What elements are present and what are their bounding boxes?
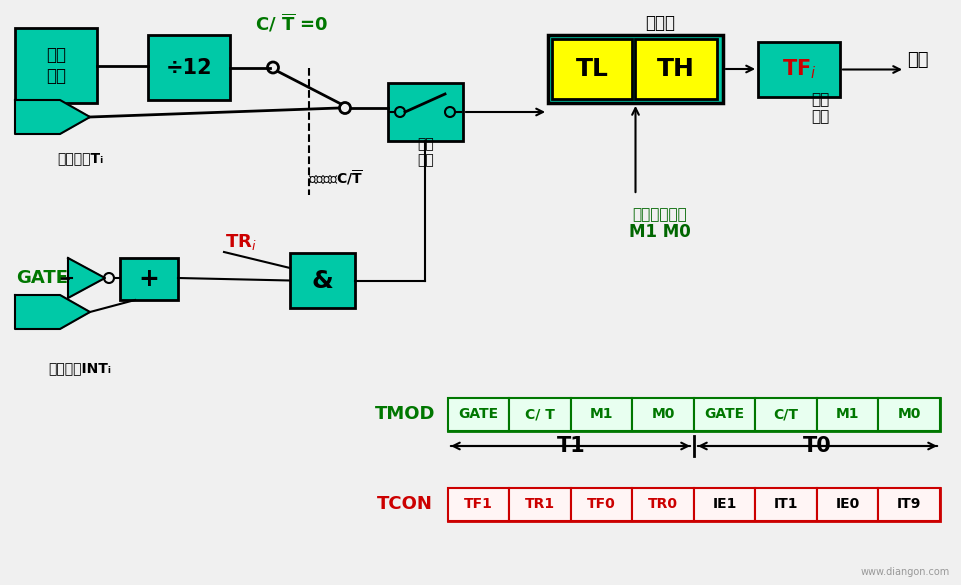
Bar [120, 258, 178, 300]
Bar [148, 35, 230, 100]
Text: 工作方式选择: 工作方式选择 [632, 208, 687, 222]
Bar [754, 488, 816, 521]
Bar [448, 398, 509, 431]
Text: T0: T0 [801, 436, 830, 456]
Polygon shape [15, 295, 90, 329]
Text: &: & [311, 269, 333, 292]
Text: TMOD: TMOD [375, 405, 434, 424]
Text: TR1: TR1 [525, 497, 554, 511]
Bar [693, 488, 754, 521]
Text: GATE: GATE [16, 269, 68, 287]
Text: M1 M0: M1 M0 [628, 223, 690, 241]
Bar [693, 398, 754, 431]
Bar [552, 39, 631, 99]
Bar [631, 398, 693, 431]
Bar [754, 398, 816, 431]
Text: IT9: IT9 [896, 497, 921, 511]
Text: 外部引脚Tᵢ: 外部引脚Tᵢ [57, 151, 103, 165]
Text: 计数器: 计数器 [644, 14, 675, 32]
Text: TF1: TF1 [464, 497, 493, 511]
Bar [571, 398, 631, 431]
Text: 中断: 中断 [906, 50, 927, 68]
Bar [816, 398, 877, 431]
Text: 模式控制C/$\mathregular{\overline{T}}$: 模式控制C/$\mathregular{\overline{T}}$ [308, 169, 362, 187]
Bar [509, 398, 571, 431]
Bar [877, 488, 939, 521]
Text: TR$_i$: TR$_i$ [225, 232, 257, 252]
Text: C/ $\mathregular{\overline{T}}$ =0: C/ $\mathregular{\overline{T}}$ =0 [255, 12, 329, 35]
Text: TH: TH [656, 57, 694, 81]
Text: GATE: GATE [704, 408, 744, 422]
Bar [877, 398, 939, 431]
Text: 外部引脚INTᵢ: 外部引脚INTᵢ [48, 361, 111, 375]
Bar [289, 253, 355, 308]
Bar [757, 42, 839, 97]
Text: 系统
时钟: 系统 时钟 [46, 46, 66, 85]
Bar [448, 488, 939, 521]
Text: 溢出
标志: 溢出 标志 [810, 92, 828, 124]
Polygon shape [68, 258, 105, 298]
Text: www.diangon.com: www.diangon.com [860, 567, 949, 577]
Text: IT1: IT1 [774, 497, 798, 511]
Bar [387, 83, 462, 141]
Bar [448, 398, 939, 431]
Text: M1: M1 [589, 408, 613, 422]
Bar [15, 28, 97, 103]
Text: GATE: GATE [458, 408, 499, 422]
Text: IE0: IE0 [835, 497, 859, 511]
Text: TF$_i$: TF$_i$ [781, 58, 816, 81]
Bar [548, 35, 723, 103]
Text: C/T: C/T [773, 408, 798, 422]
Bar [631, 488, 693, 521]
Text: ÷12: ÷12 [165, 57, 212, 77]
Text: M0: M0 [897, 408, 920, 422]
Text: TL: TL [575, 57, 607, 81]
Bar [634, 39, 716, 99]
Bar [571, 488, 631, 521]
Polygon shape [15, 100, 90, 134]
Bar [816, 488, 877, 521]
Bar [509, 488, 571, 521]
Text: M0: M0 [651, 408, 675, 422]
Text: 启动
控制: 启动 控制 [417, 137, 434, 167]
Text: TR0: TR0 [648, 497, 678, 511]
Text: IE1: IE1 [712, 497, 736, 511]
Text: +: + [138, 267, 160, 291]
Text: TF0: TF0 [587, 497, 615, 511]
Text: TCON: TCON [377, 495, 432, 514]
Text: T1: T1 [556, 436, 584, 456]
Text: M1: M1 [835, 408, 858, 422]
Text: C/ T: C/ T [525, 408, 554, 422]
Bar [448, 488, 509, 521]
